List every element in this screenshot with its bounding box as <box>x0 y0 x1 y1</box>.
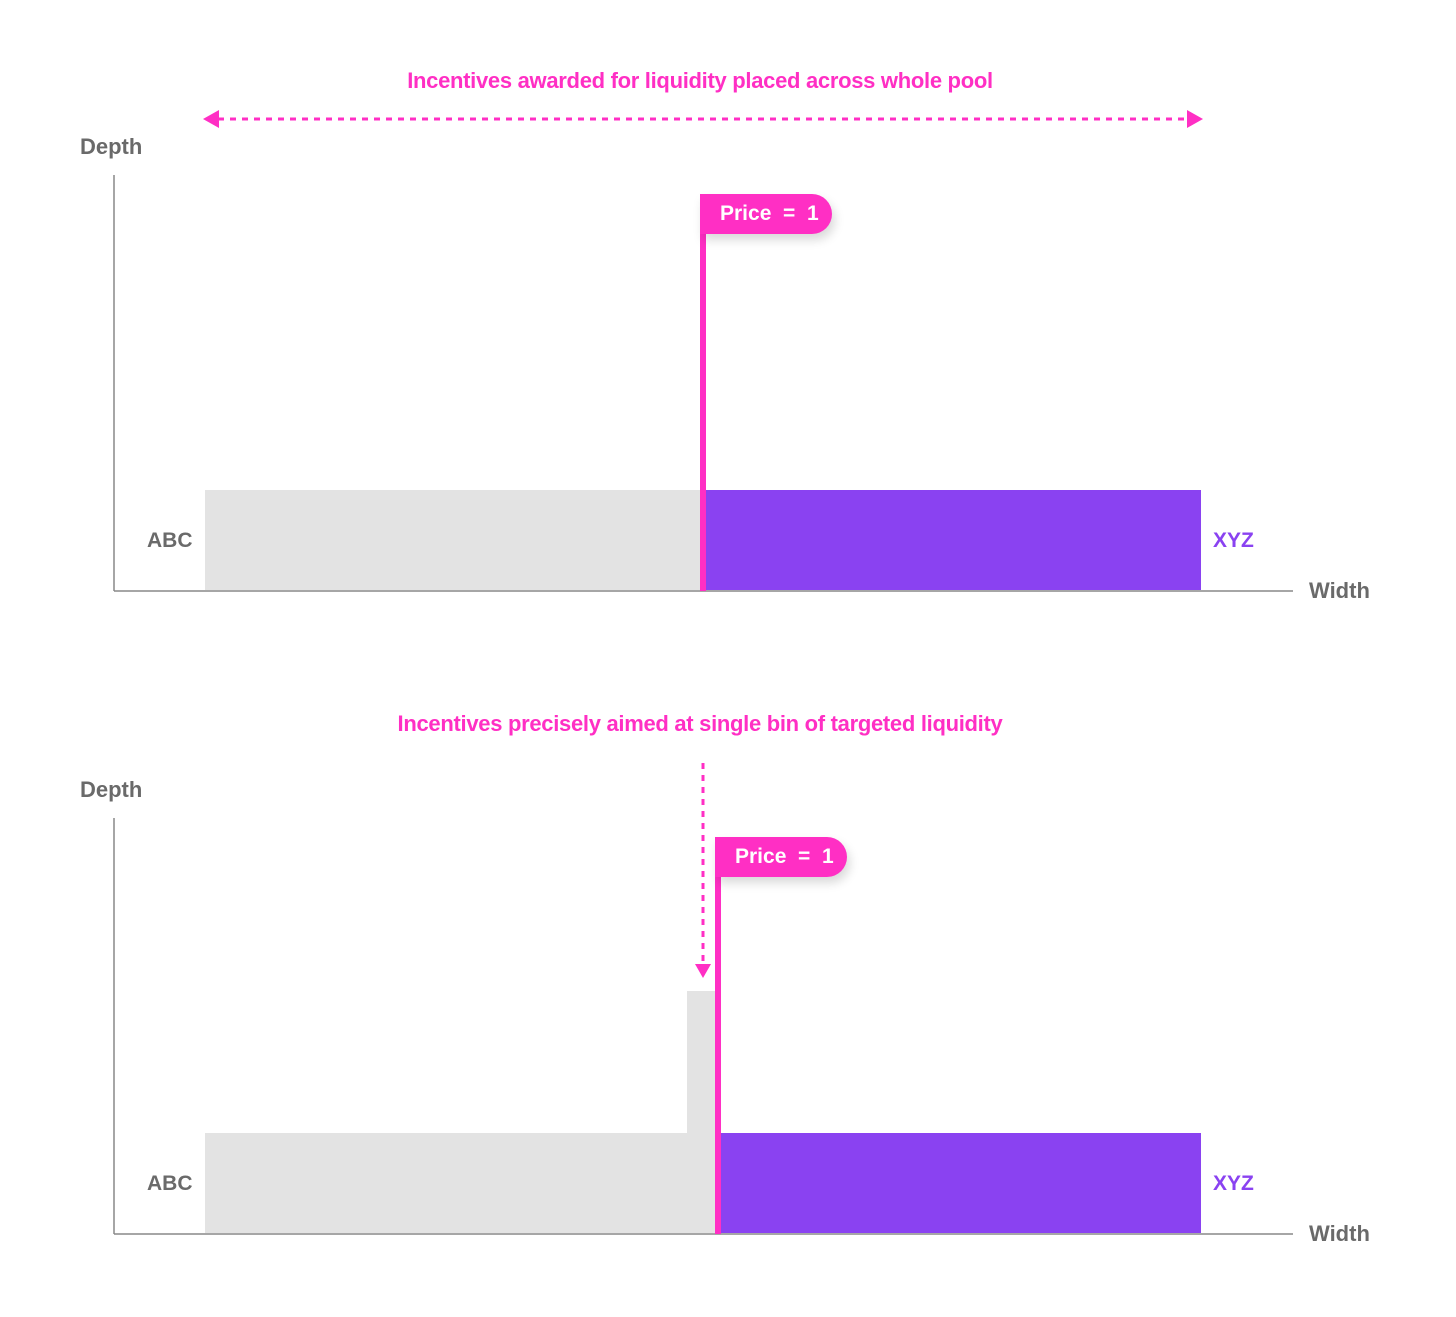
price-tag: Price = 1 <box>700 194 832 234</box>
left-token-label: ABC <box>147 529 193 552</box>
headline: Incentives awarded for liquidity placed … <box>407 68 993 93</box>
left-token-label: ABC <box>147 1172 193 1195</box>
price-line <box>700 196 706 591</box>
abc-liquidity-bar <box>205 490 702 590</box>
diagram-single-bin-incentives: Incentives precisely aimed at single bin… <box>0 643 1456 1283</box>
y-axis-label: Depth <box>80 134 143 159</box>
xyz-liquidity-bar <box>719 1133 1201 1233</box>
down-arrow-icon <box>695 763 711 978</box>
price-line <box>715 839 721 1234</box>
targeted-bin-bar <box>687 991 715 1233</box>
xyz-liquidity-bar <box>704 490 1201 590</box>
x-axis-label: Width <box>1309 1221 1370 1246</box>
headline: Incentives precisely aimed at single bin… <box>397 711 1003 736</box>
abc-liquidity-bar <box>205 1133 687 1233</box>
right-token-label: XYZ <box>1213 529 1254 552</box>
chart-area <box>113 110 1293 592</box>
x-axis-label: Width <box>1309 578 1370 603</box>
double-arrow-icon <box>203 110 1203 128</box>
price-tag: Price = 1 <box>715 837 847 877</box>
chart-area <box>113 763 1293 1235</box>
diagram-whole-pool-incentives: Incentives awarded for liquidity placed … <box>0 0 1456 640</box>
y-axis-label: Depth <box>80 777 143 802</box>
right-token-label: XYZ <box>1213 1172 1254 1195</box>
